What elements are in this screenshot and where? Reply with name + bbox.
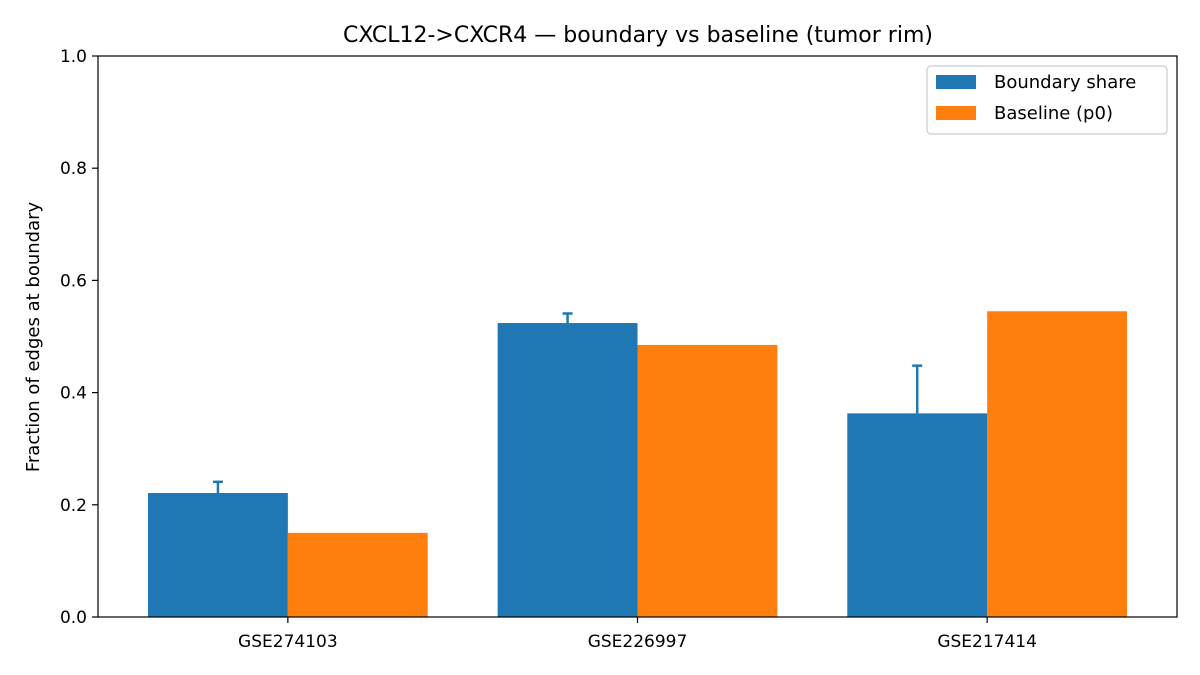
legend-label: Boundary share <box>994 72 1136 93</box>
bar-baseline-gse217414 <box>987 311 1128 617</box>
bar-boundary-share-gse274103 <box>147 493 288 617</box>
y-tick-label: 0.8 <box>60 159 87 179</box>
bar-boundary-share-gse226997 <box>497 323 638 617</box>
x-tick-label: GSE217414 <box>937 632 1037 652</box>
legend: Boundary share Baseline (p0) <box>926 65 1168 135</box>
y-tick-label: 0.2 <box>60 496 87 516</box>
y-tick-label: 0.0 <box>60 608 87 628</box>
bar-boundary-share-gse217414 <box>847 413 988 617</box>
bar-baseline-gse274103 <box>287 532 428 617</box>
legend-label: Baseline (p0) <box>994 103 1113 124</box>
plot-area: 0.0 0.2 0.4 0.6 0.8 1.0 GSE274103 GSE226997 GSE2… <box>60 47 1178 652</box>
x-tick-label: GSE274103 <box>238 632 338 652</box>
y-tick-label: 0.4 <box>60 384 87 404</box>
y-axis-label: Fraction of edges at boundary <box>23 202 44 473</box>
y-tick-label: 1.0 <box>60 47 87 67</box>
legend-swatch <box>936 75 976 89</box>
x-tick-label: GSE226997 <box>588 632 688 652</box>
bar-baseline-gse226997 <box>637 344 778 617</box>
legend-box <box>926 65 1168 135</box>
y-tick-label: 0.6 <box>60 271 87 291</box>
chart-title: CXCL12->CXCR4 — boundary vs baseline (tu… <box>343 23 933 48</box>
legend-swatch <box>936 106 976 120</box>
